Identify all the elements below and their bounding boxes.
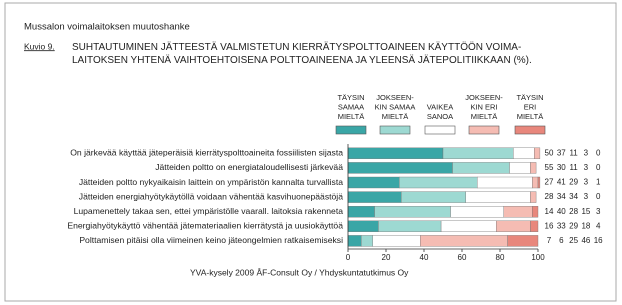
bar-segment — [374, 205, 451, 218]
bar-segment — [532, 205, 539, 218]
value-label: 0 — [596, 148, 601, 157]
category-label: On järkevää käyttää jäteperäisiä kierrät… — [70, 148, 343, 158]
value-label: 29 — [569, 221, 578, 230]
bar-segment — [347, 235, 362, 247]
value-label: 18 — [581, 221, 590, 230]
header: Mussalon voimalaitoksen muutoshanke — [24, 22, 190, 33]
value-label: 3 — [596, 207, 601, 216]
value-label: 46 — [581, 236, 590, 245]
bar-segment — [452, 162, 510, 174]
bar-segment — [477, 176, 533, 189]
value-label: 16 — [594, 236, 603, 245]
value-label: 25 — [569, 236, 578, 245]
value-label: 3 — [584, 148, 589, 157]
value-label: 29 — [569, 178, 578, 187]
legend-label: VAIKEA SANOA — [427, 102, 454, 121]
legend-label: TÄYSIN ERI MIELTÄ — [516, 93, 543, 121]
value-label: 3 — [584, 178, 589, 187]
bar-segment — [530, 191, 537, 203]
x-tick-label: 0 — [346, 253, 351, 262]
x-tick-label: 20 — [382, 253, 391, 262]
bar-segment — [347, 162, 453, 174]
bar-segment — [530, 162, 537, 174]
value-label: 0 — [596, 163, 601, 172]
value-label: 3 — [584, 192, 589, 201]
value-label: 7 — [547, 236, 552, 245]
footer: YVA-kysely 2009 ÅF-Consult Oy / Yhdyskun… — [190, 267, 409, 277]
category-label: Polttamisen pitäisi olla viimeinen keino… — [79, 235, 343, 245]
bar-segment — [530, 220, 539, 233]
legend-swatch — [335, 125, 367, 135]
value-label: 34 — [557, 192, 566, 201]
legend-swatch — [424, 125, 456, 135]
value-label: 0 — [596, 192, 601, 201]
value-label: 1 — [596, 178, 601, 187]
bar-segment — [347, 147, 444, 160]
bar-segment — [401, 191, 467, 203]
bar-segment — [347, 191, 402, 203]
value-label: 55 — [545, 163, 554, 172]
bar-segment — [347, 220, 379, 233]
legend-label: JOKSEEN-KIN ERI MIELTÄ — [465, 93, 503, 121]
bar-segment — [513, 147, 535, 160]
bar-segment — [347, 176, 400, 189]
value-label: 37 — [557, 148, 566, 157]
value-label: 6 — [559, 236, 564, 245]
bar-segment — [509, 162, 531, 174]
value-label: 27 — [545, 178, 554, 187]
value-label: 3 — [584, 163, 589, 172]
value-label: 4 — [596, 221, 601, 230]
bar-segment — [420, 235, 508, 247]
category-label: Jätteiden energiahyötykäytöllä voidaan v… — [79, 191, 343, 201]
figure-label: Kuvio 9. — [24, 41, 55, 51]
bar-segment — [399, 176, 478, 189]
bar-segment — [361, 235, 373, 247]
bar-segment — [532, 176, 539, 189]
bar-segment — [442, 147, 514, 160]
value-label: 40 — [557, 207, 566, 216]
value-label: 34 — [569, 192, 578, 201]
bar-segment — [465, 191, 531, 203]
category-label: Jätteiden poltto on energiataloudellises… — [155, 162, 343, 172]
bar-segment — [347, 205, 375, 218]
value-label: 14 — [545, 207, 554, 216]
legend-label: TÄYSIN SAMAA MIELTÄ — [337, 93, 364, 121]
value-label: 28 — [545, 192, 554, 201]
value-label: 33 — [557, 221, 566, 230]
value-label: 41 — [557, 178, 566, 187]
value-label: 11 — [569, 163, 578, 172]
bar-segment — [440, 220, 497, 233]
value-label: 11 — [569, 148, 578, 157]
legend-label: JOKSEEN-KIN SAMAA MIELTÄ — [375, 93, 416, 121]
legend-swatch — [514, 125, 546, 135]
x-tick-label: 80 — [496, 253, 505, 262]
x-tick-label: 100 — [531, 253, 545, 262]
bar-segment — [534, 147, 541, 160]
legend-swatch — [379, 125, 411, 135]
bar-segment — [378, 220, 442, 233]
bar-segment — [450, 205, 505, 218]
bar-segment — [507, 235, 539, 247]
legend-swatch — [468, 125, 500, 135]
bar-segment — [537, 176, 541, 189]
bar-segment — [496, 220, 531, 233]
value-label: 15 — [581, 207, 590, 216]
category-label: Energiahyötykäyttö vähentää jätemateriaa… — [67, 221, 343, 231]
chart-title: SUHTAUTUMINEN JÄTTEESTÄ VALMISTETUN KIER… — [72, 41, 532, 66]
category-label: Lupamenettely takaa sen, ettei ympäristö… — [74, 206, 344, 216]
bar-segment — [372, 235, 421, 247]
category-label: Jätteiden poltto nykyaikaisin laittein o… — [79, 177, 343, 187]
value-label: 28 — [569, 207, 578, 216]
value-label: 50 — [545, 148, 554, 157]
value-label: 30 — [557, 163, 566, 172]
x-tick-label: 60 — [458, 253, 467, 262]
x-tick-label: 40 — [420, 253, 429, 262]
value-label: 16 — [545, 221, 554, 230]
bar-segment — [503, 205, 533, 218]
